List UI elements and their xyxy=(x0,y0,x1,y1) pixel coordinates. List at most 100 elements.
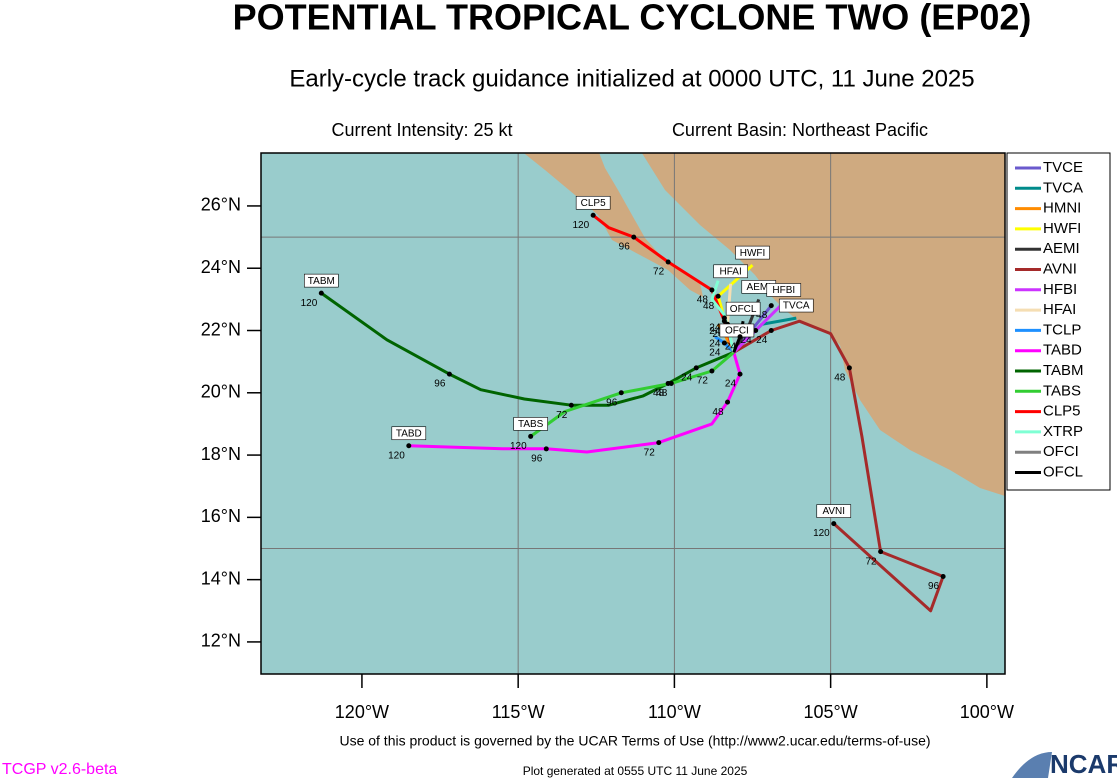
x-tick-label: 100°W xyxy=(960,702,1014,722)
legend-label: HFAI xyxy=(1043,301,1076,318)
forecast-hour: 24 xyxy=(709,338,721,349)
model-label: OFCL xyxy=(730,304,757,315)
generated-text: Plot generated at 0555 UTC 11 June 2025 xyxy=(523,764,748,778)
forecast-point xyxy=(568,402,574,408)
version-text: TCGP v2.6-beta xyxy=(2,761,117,778)
forecast-point xyxy=(737,371,743,377)
forecast-hour: 24 xyxy=(725,341,737,352)
legend-label: HFBI xyxy=(1043,281,1077,298)
model-label-box xyxy=(304,273,339,288)
forecast-hour: 96 xyxy=(619,242,631,253)
x-tick-label: 110°W xyxy=(648,702,701,722)
forecast-point xyxy=(528,433,534,439)
forecast-point xyxy=(725,399,731,405)
forecast-hour: 24 xyxy=(709,323,721,334)
forecast-point xyxy=(590,212,596,218)
y-tick-label: 22°N xyxy=(201,319,241,339)
forecast-point xyxy=(406,443,412,449)
model-label-box xyxy=(513,417,548,431)
legend-label: AEMI xyxy=(1043,240,1080,257)
legend-label: OFCL xyxy=(1043,463,1083,480)
forecast-point xyxy=(668,380,674,386)
forecast-point xyxy=(721,318,727,324)
forecast-point xyxy=(878,549,884,555)
forecast-hour: 72 xyxy=(653,267,665,278)
forecast-hour: 96 xyxy=(928,581,940,592)
model-label: HFBI xyxy=(772,285,795,296)
terms-text: Use of this product is governed by the U… xyxy=(339,733,930,749)
logo-mark xyxy=(1012,752,1052,778)
model-label: HWFI xyxy=(740,248,766,259)
tracks: 48TVCA242448HWFIAEMI24487296120AVNI24HFB… xyxy=(301,195,946,613)
forecast-point xyxy=(846,365,852,371)
legend: TVCE TVCA HMNI HWFI AEMI AVNI HFBI HFAI TCLP TABD… xyxy=(1015,159,1084,480)
forecast-point xyxy=(631,234,637,240)
forecast-point xyxy=(543,446,549,452)
forecast-point xyxy=(656,440,662,446)
legend-label: OFCI xyxy=(1043,443,1079,460)
forecast-point xyxy=(753,328,759,334)
forecast-hour: 48 xyxy=(656,388,668,399)
forecast-point xyxy=(737,334,743,340)
forecast-point xyxy=(693,365,699,371)
legend-label: HWFI xyxy=(1043,220,1081,237)
model-label-box xyxy=(713,264,748,279)
model-label: CLP5 xyxy=(581,198,606,209)
model-label: OFCI xyxy=(725,326,749,337)
forecast-hour: 24 xyxy=(756,335,768,346)
forecast-point xyxy=(709,287,715,293)
title: POTENTIAL TROPICAL CYCLONE TWO (EP02) xyxy=(233,0,1032,38)
legend-label: AVNI xyxy=(1043,260,1077,277)
legend-label: TVCE xyxy=(1043,159,1083,176)
model-label: TVCA xyxy=(783,301,810,312)
forecast-hour: 120 xyxy=(813,528,830,539)
forecast-hour: 72 xyxy=(866,556,878,567)
model-label: TABS xyxy=(518,419,544,430)
forecast-point xyxy=(768,303,774,309)
forecast-point xyxy=(715,293,721,299)
forecast-hour: 24 xyxy=(709,326,721,337)
model-label-box xyxy=(778,298,814,313)
forecast-hour: 120 xyxy=(510,441,527,452)
plot-frame xyxy=(260,152,1006,675)
track xyxy=(529,351,735,438)
subtitle: Early-cycle track guidance initialized a… xyxy=(289,65,974,92)
x-tick-label: 115°W xyxy=(492,702,545,722)
forecast-point xyxy=(721,340,727,346)
forecast-hour: 48 xyxy=(712,407,724,418)
x-tick-label: 120°W xyxy=(335,702,389,722)
legend-label: TABM xyxy=(1043,362,1084,379)
forecast-hour: 72 xyxy=(697,376,709,387)
legend-label: TABD xyxy=(1043,342,1082,359)
forecast-hour: 96 xyxy=(434,379,446,390)
forecast-hour: 24 xyxy=(741,335,753,346)
model-label: AVNI xyxy=(822,506,845,517)
y-tick-label: 20°N xyxy=(201,382,241,402)
forecast-hour: 24 xyxy=(725,379,737,390)
y-tick-label: 24°N xyxy=(201,257,241,277)
legend-label: TABS xyxy=(1043,382,1081,399)
model-label: HFAI xyxy=(720,266,742,277)
model-label: TABD xyxy=(396,428,422,439)
legend-label: TCLP xyxy=(1043,321,1081,338)
baja-peninsula xyxy=(523,153,703,297)
track xyxy=(733,319,945,613)
forecast-point xyxy=(318,290,324,296)
forecast-hour: 48 xyxy=(653,388,665,399)
intensity: Current Intensity: 25 kt xyxy=(331,120,512,140)
y-tick-label: 26°N xyxy=(201,195,241,215)
forecast-hour: 120 xyxy=(301,298,318,309)
model-label-box xyxy=(575,195,611,210)
forecast-hour: 48 xyxy=(703,301,715,312)
model-label: TABM xyxy=(308,276,335,287)
model-label-box xyxy=(719,323,755,338)
forecast-point xyxy=(940,574,946,580)
legend-label: TVCA xyxy=(1043,179,1083,196)
y-tick-label: 16°N xyxy=(201,506,241,526)
forecast-hour: 48 xyxy=(697,295,709,306)
forecast-hour: 72 xyxy=(644,447,656,458)
model-label: AEMI xyxy=(747,282,771,293)
model-label-box xyxy=(816,504,852,518)
